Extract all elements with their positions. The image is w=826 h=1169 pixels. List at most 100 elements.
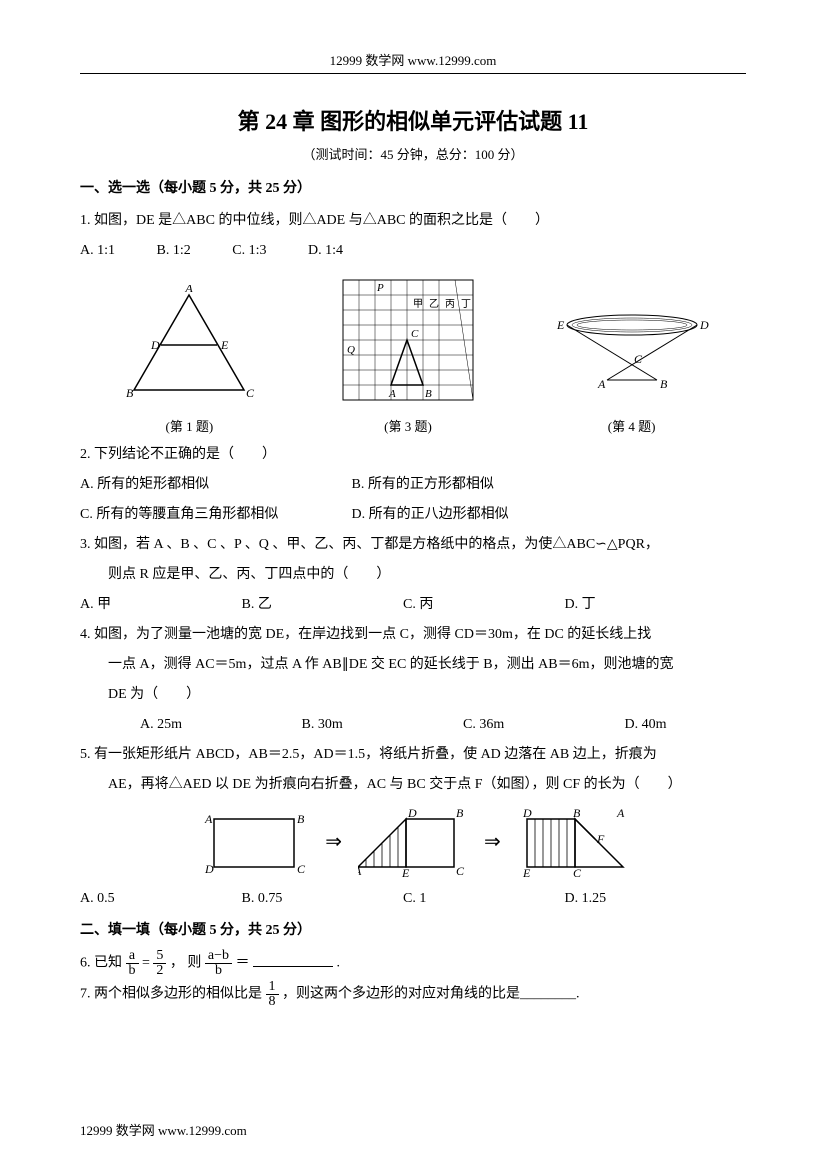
figure-3: P Q A B C 甲 乙 丙 丁 (第 3 题) [333, 275, 483, 435]
q5-opt-a: A. 0.5 [80, 885, 200, 913]
figure-1: A B C D E (第 1 题) [114, 285, 264, 435]
svg-text:A: A [616, 807, 625, 820]
svg-text:E: E [522, 866, 531, 877]
fraction-a-b: ab [126, 949, 139, 978]
triangle-icon: A B C D E [114, 285, 264, 405]
svg-text:A: A [185, 285, 194, 295]
q3-opt-a: A. 甲 [80, 591, 200, 619]
svg-text:C: C [573, 866, 582, 877]
q2-opt-c: C. 所有的等腰直角三角形都相似 [80, 501, 310, 529]
q3-options: A. 甲 B. 乙 C. 丙 D. 丁 [80, 591, 746, 619]
arrow-icon: ⇒ [484, 822, 501, 862]
svg-text:C: C [634, 352, 643, 366]
q5-opt-d: D. 1.25 [565, 891, 607, 906]
svg-text:A: A [204, 812, 213, 826]
q5-opt-c: C. 1 [403, 885, 523, 913]
question-2: 2. 下列结论不正确的是（ ） A. 所有的矩形都相似 B. 所有的正方形都相似… [80, 441, 746, 529]
figure-3-caption: (第 3 题) [333, 416, 483, 435]
question-1: 1. 如图，DE 是△ABC 的中位线，则△ADE 与△ABC 的面积之比是（ … [80, 207, 746, 265]
svg-text:F: F [596, 832, 605, 846]
q3-opt-d: D. 丁 [565, 597, 596, 612]
q4-line3: DE 为（ ） [80, 681, 746, 709]
q2-opt-b: B. 所有的正方形都相似 [352, 477, 494, 492]
doc-subtitle: （测试时间：45 分钟，总分：100 分） [80, 144, 746, 163]
svg-text:A: A [358, 864, 362, 877]
q1-opt-d: D. 1:4 [308, 243, 343, 258]
q7-post: ，则这两个多边形的对应对角线的比是________. [282, 987, 580, 1002]
fraction-1-8: 18 [266, 980, 279, 1009]
figure-1-caption: (第 1 题) [114, 416, 264, 435]
svg-text:C: C [297, 862, 306, 876]
svg-text:C: C [456, 864, 465, 877]
q1-options: A. 1:1 B. 1:2 C. 1:3 D. 1:4 [80, 237, 746, 265]
doc-title: 第 24 章 图形的相似单元评估试题 11 [80, 104, 746, 136]
question-6: 6. 已知 ab = 52 ， 则 a−bb ＝ . [80, 949, 746, 978]
q4-line2: 一点 A，测得 AC＝5m，过点 A 作 AB∥DE 交 EC 的延长线于 B，… [80, 651, 746, 679]
fold-step-1-icon: A B C D [199, 807, 309, 877]
svg-text:B: B [660, 377, 668, 391]
q4-opt-a: A. 25m [140, 711, 260, 739]
q6-pre: 6. 已知 [80, 956, 122, 971]
svg-text:A: A [597, 377, 606, 391]
svg-text:E: E [401, 866, 410, 877]
question-3: 3. 如图，若 A 、B 、C 、P 、Q 、甲、乙、丙、丁都是方格纸中的格点，… [80, 531, 746, 619]
svg-text:B: B [573, 807, 581, 820]
q6-mid: ， 则 [170, 956, 202, 971]
arrow-icon: ⇒ [325, 822, 342, 862]
q3-line1: 3. 如图，若 A 、B 、C 、P 、Q 、甲、乙、丙、丁都是方格纸中的格点，… [80, 531, 746, 559]
q2-options-row1: A. 所有的矩形都相似 B. 所有的正方形都相似 [80, 471, 746, 499]
svg-text:A: A [388, 388, 396, 400]
svg-text:B: B [297, 812, 305, 826]
q6-post: . [337, 956, 341, 971]
svg-text:Q: Q [347, 344, 355, 356]
svg-text:甲: 甲 [413, 299, 423, 310]
q4-line1: 4. 如图，为了测量一池塘的宽 DE，在岸边找到一点 C，测得 CD＝30m，在… [80, 621, 746, 649]
svg-text:丁: 丁 [461, 299, 471, 310]
figure-4-caption: (第 4 题) [552, 416, 712, 435]
q1-opt-c: C. 1:3 [232, 243, 266, 258]
svg-text:D: D [407, 807, 417, 820]
svg-text:P: P [376, 282, 384, 294]
figure-4: E D C A B (第 4 题) [552, 305, 712, 435]
svg-text:E: E [220, 338, 229, 352]
figure-5-row: A B C D ⇒ A D B C E ⇒ [80, 807, 746, 877]
q3-opt-c: C. 丙 [403, 591, 523, 619]
q4-options: A. 25m B. 30m C. 36m D. 40m [140, 711, 746, 739]
question-4: 4. 如图，为了测量一池塘的宽 DE，在岸边找到一点 C，测得 CD＝30m，在… [80, 621, 746, 739]
svg-text:C: C [246, 386, 255, 400]
fold-step-3-icon: D B A F E C [517, 807, 627, 877]
q1-opt-a: A. 1:1 [80, 243, 115, 258]
q6-eq: ＝ [236, 956, 250, 971]
q3-opt-b: B. 乙 [242, 591, 362, 619]
fold-step-2-icon: A D B C E [358, 807, 468, 877]
q2-text: 2. 下列结论不正确的是（ ） [80, 441, 746, 469]
q5-options: A. 0.5 B. 0.75 C. 1 D. 1.25 [80, 885, 746, 913]
page-footer: 12999 数学网 www.12999.com [80, 1120, 247, 1139]
svg-text:B: B [126, 386, 134, 400]
section-1-heading: 一、选一选（每小题 5 分，共 25 分） [80, 177, 746, 197]
grid-icon: P Q A B C 甲 乙 丙 丁 [333, 275, 483, 405]
svg-text:C: C [411, 328, 419, 340]
svg-text:丙: 丙 [445, 299, 455, 310]
q4-opt-b: B. 30m [302, 711, 422, 739]
q5-line2: AE，再将△AED 以 DE 为折痕向右折叠，AC 与 BC 交于点 F（如图）… [80, 771, 746, 799]
q4-opt-c: C. 36m [463, 711, 583, 739]
blank-input [253, 952, 333, 967]
svg-text:D: D [204, 862, 214, 876]
question-7: 7. 两个相似多边形的相似比是 18 ，则这两个多边形的对应对角线的比是____… [80, 980, 746, 1009]
q2-options-row2: C. 所有的等腰直角三角形都相似 D. 所有的正八边形都相似 [80, 501, 746, 529]
figure-row-1: A B C D E (第 1 题) [80, 275, 746, 435]
q5-line1: 5. 有一张矩形纸片 ABCD，AB＝2.5，AD＝1.5，将纸片折叠，使 AD… [80, 741, 746, 769]
svg-text:E: E [556, 318, 565, 332]
svg-text:D: D [522, 807, 532, 820]
fraction-5-2: 52 [153, 949, 166, 978]
q2-opt-d: D. 所有的正八边形都相似 [352, 507, 509, 522]
section-2-heading: 二、填一填（每小题 5 分，共 25 分） [80, 919, 746, 939]
fraction-amb-b: a−bb [205, 949, 232, 978]
q7-pre: 7. 两个相似多边形的相似比是 [80, 987, 262, 1002]
q5-opt-b: B. 0.75 [242, 885, 362, 913]
q3-line2: 则点 R 应是甲、乙、丙、丁四点中的（ ） [80, 561, 746, 589]
page: 12999 数学网 www.12999.com 第 24 章 图形的相似单元评估… [0, 0, 826, 1169]
svg-text:乙: 乙 [429, 298, 439, 310]
svg-text:D: D [699, 318, 709, 332]
